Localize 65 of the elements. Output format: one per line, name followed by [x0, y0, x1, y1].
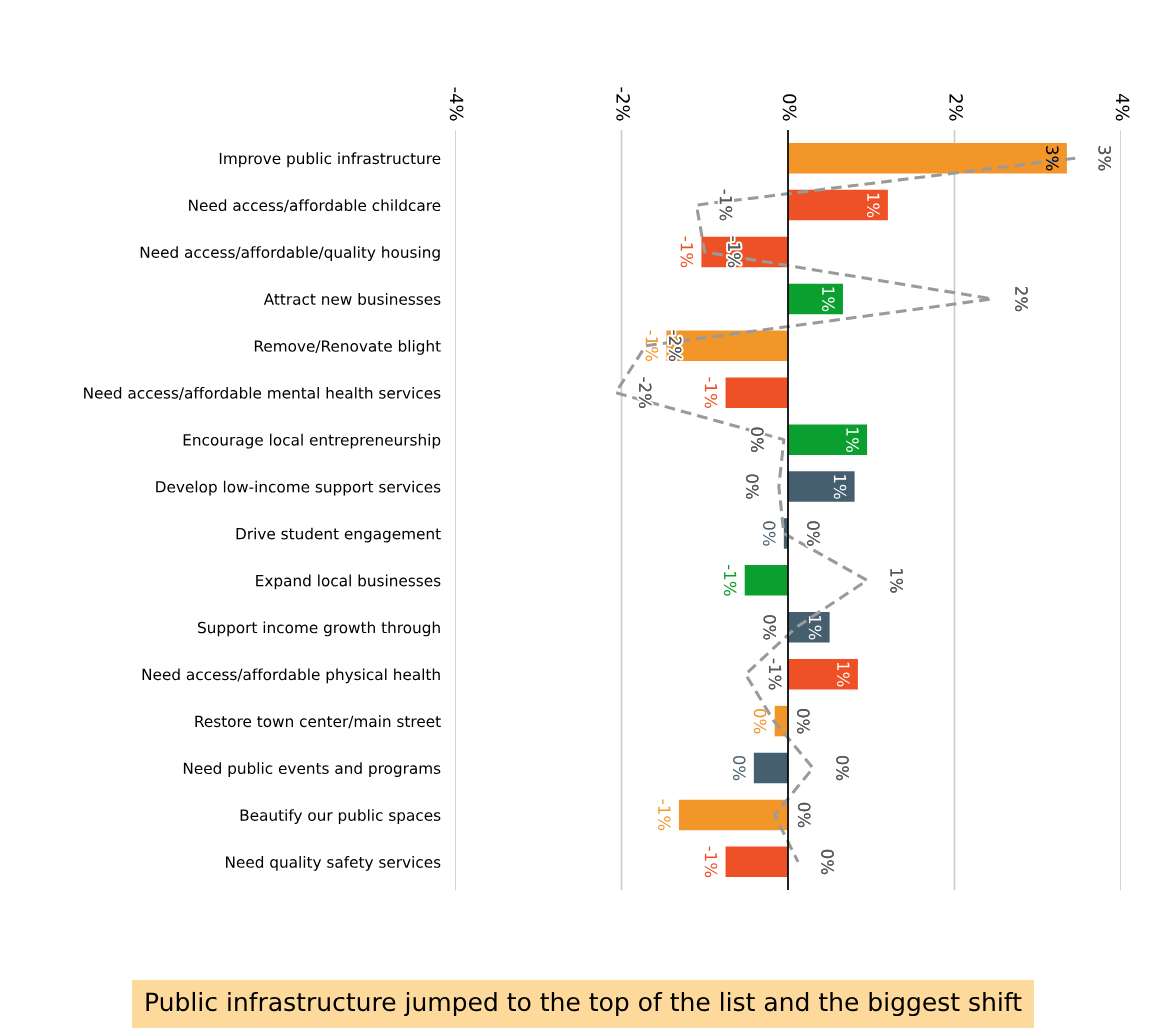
data-label: -1%: [768, 658, 782, 690]
data-label: 0%: [732, 755, 746, 781]
data-label: -1%: [723, 564, 737, 596]
data-label: 0%: [745, 474, 759, 499]
data-label: -1%: [704, 377, 718, 409]
y-tick-label: Need access/affordable childcare: [189, 199, 441, 213]
y-tick-label: Attract new businesses: [263, 293, 441, 305]
y-tick-label: Restore town center/main street: [195, 715, 441, 729]
y-tick-label: Need access/affordable physical health: [142, 668, 440, 684]
data-label: 0%: [797, 708, 810, 734]
bar: [678, 799, 788, 831]
bar: [788, 189, 888, 221]
data-label: 1%: [808, 615, 822, 640]
data-label: 1%: [833, 475, 847, 499]
x-tick-label: 0%: [782, 94, 797, 121]
data-label: 0%: [797, 802, 811, 828]
bar: [788, 283, 843, 315]
x-tick-label: -4%: [449, 87, 464, 121]
data-label: -1%: [645, 330, 659, 362]
data-label: 1%: [837, 662, 850, 687]
y-tick-label: Expand local businesses: [256, 574, 441, 590]
y-tick-label: Drive student engagement: [236, 527, 441, 543]
text: Public infrastructure jumped to the top of the list and the biggest shift: [146, 991, 1022, 1017]
y-tick-label: Need public events and programs: [183, 762, 441, 778]
bar: [788, 142, 1067, 174]
data-label: 3%: [1098, 146, 1112, 171]
y-tick-label: Develop low-income support services: [156, 480, 441, 496]
data-label: -1%: [719, 189, 733, 221]
bar: [744, 565, 788, 596]
bar: [753, 752, 788, 784]
bar: [725, 846, 788, 878]
data-label: 0%: [750, 427, 764, 452]
data-label: -1%: [658, 799, 671, 831]
data-label: 1%: [846, 428, 859, 452]
y-tick-label: Beautify our public spaces: [240, 809, 441, 824]
y-tick-label: Need access/affordable/quality housing: [140, 246, 440, 261]
data-label: 0%: [753, 708, 767, 734]
y-tick-label: Need quality safety services: [226, 856, 441, 871]
bar: [788, 658, 858, 690]
data-label: 3%: [1045, 146, 1059, 171]
y-tick-label: Encourage local entrepreneurship: [183, 433, 441, 449]
data-label: 0%: [763, 615, 777, 640]
x-tick-label: 2%: [949, 94, 963, 121]
data-label: 0%: [821, 849, 834, 875]
y-tick-label: Improve public infrastructure: [219, 152, 441, 168]
data-label: 0%: [836, 755, 849, 781]
data-label: -1%: [704, 846, 718, 878]
bar: [788, 424, 868, 455]
y-tick-label: Need access/affordable mental health services: [84, 386, 441, 400]
x-tick-label: 4%: [1115, 93, 1130, 121]
bar: [725, 377, 788, 408]
data-label: -1%: [680, 236, 694, 268]
data-label: 0%: [807, 521, 820, 546]
y-tick-label: Remove/Renovate blight: [254, 340, 441, 355]
y-tick-label: Support income growth through: [198, 621, 440, 637]
data-label: 1%: [822, 287, 835, 312]
bar: [788, 471, 855, 502]
data-label: 2%: [1015, 286, 1028, 312]
x-tick-label: -2%: [616, 87, 630, 121]
data-label: -2%: [638, 377, 652, 409]
data-label: 0%: [762, 521, 776, 546]
data-label: -1%: [727, 236, 741, 268]
data-label: -2%: [668, 330, 682, 362]
data-label: 1%: [890, 568, 903, 593]
data-label: 1%: [867, 193, 880, 218]
